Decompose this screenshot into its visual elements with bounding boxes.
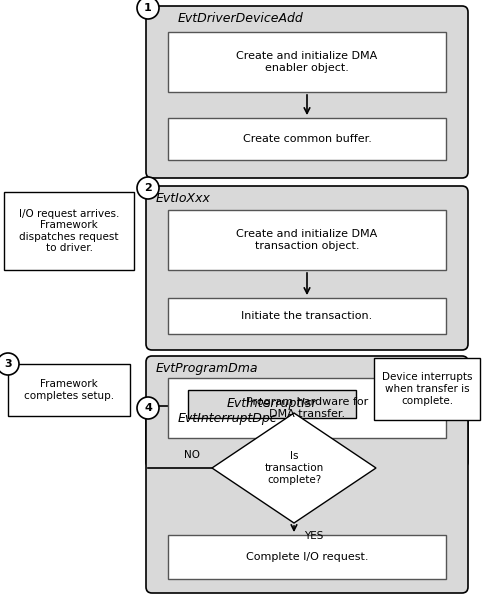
Text: 1: 1 (144, 3, 152, 13)
Bar (168, 32, 446, 92)
Text: Program hardware for
DMA transfer.: Program hardware for DMA transfer. (246, 397, 368, 419)
Bar (374, 358, 480, 420)
Text: 2: 2 (144, 183, 152, 193)
Bar (168, 210, 446, 270)
Text: Device interrupts
when transfer is
complete.: Device interrupts when transfer is compl… (382, 373, 472, 406)
Circle shape (137, 397, 159, 419)
Text: Complete I/O request.: Complete I/O request. (246, 552, 368, 562)
Bar (168, 298, 446, 334)
Text: YES: YES (304, 531, 323, 541)
Text: Framework
completes setup.: Framework completes setup. (24, 379, 114, 401)
Bar (168, 378, 446, 438)
Bar (8, 364, 130, 416)
Bar (168, 118, 446, 160)
Text: EvtProgramDma: EvtProgramDma (156, 362, 258, 375)
FancyBboxPatch shape (146, 186, 468, 350)
Bar (168, 535, 446, 579)
Text: EvtInterruptDpc: EvtInterruptDpc (178, 412, 278, 425)
Text: Create common buffer.: Create common buffer. (242, 134, 372, 144)
Text: EvtInterruptIsr: EvtInterruptIsr (227, 398, 317, 410)
Text: Create and initialize DMA
transaction object.: Create and initialize DMA transaction ob… (236, 229, 377, 251)
Circle shape (0, 353, 19, 375)
Text: EvtDriverDeviceAdd: EvtDriverDeviceAdd (178, 12, 304, 25)
Text: 4: 4 (144, 403, 152, 413)
FancyBboxPatch shape (146, 6, 468, 178)
Circle shape (137, 0, 159, 19)
Text: 3: 3 (4, 359, 12, 369)
Bar (4, 192, 134, 270)
Text: Create and initialize DMA
enabler object.: Create and initialize DMA enabler object… (236, 51, 377, 73)
Circle shape (137, 177, 159, 199)
Bar (188, 390, 356, 418)
FancyBboxPatch shape (146, 406, 468, 593)
Text: Initiate the transaction.: Initiate the transaction. (241, 311, 373, 321)
Text: NO: NO (184, 450, 200, 460)
Polygon shape (212, 413, 376, 523)
FancyBboxPatch shape (146, 356, 468, 468)
Text: Is
transaction
complete?: Is transaction complete? (264, 452, 323, 485)
Text: I/O request arrives.
Framework
dispatches request
to driver.: I/O request arrives. Framework dispatche… (19, 208, 119, 253)
Text: EvtIoXxx: EvtIoXxx (156, 192, 211, 205)
